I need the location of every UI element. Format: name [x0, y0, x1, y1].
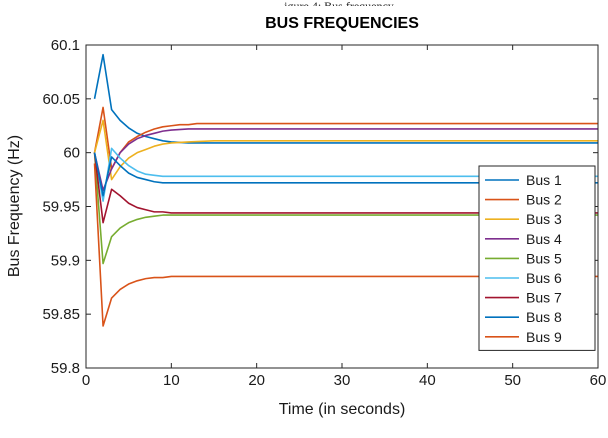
y-axis-title: Bus Frequency (Hz): [6, 135, 23, 277]
y-tick-label: 60.05: [42, 91, 80, 108]
x-tick-label: 10: [163, 372, 180, 389]
series-line-bus-3: [93, 119, 598, 181]
legend-label-bus-8: Bus 8: [526, 309, 562, 325]
x-tick-label: 50: [504, 372, 521, 389]
legend-label-bus-9: Bus 9: [526, 329, 562, 345]
legend-label-bus-3: Bus 3: [526, 211, 562, 227]
series-line-bus-8: [93, 152, 598, 197]
x-tick-label: 30: [334, 372, 351, 389]
axes-layer: 0 10 20 30 40 50 60 59.8 59.85 59.9 59.95 60 60.05 60…: [42, 37, 606, 389]
series-line-bus-9: [93, 163, 598, 327]
series-line-bus-4: [93, 128, 598, 192]
series-line-bus-1: [93, 53, 598, 144]
series-line-bus-7: [93, 152, 598, 224]
figure-caption-fragment: igure 4: Bus frequency: [150, 0, 528, 6]
series-line-bus-5: [93, 152, 598, 265]
series-layer: [93, 53, 598, 327]
chart-title: BUS FREQUENCIES: [265, 15, 419, 32]
legend-label-bus-4: Bus 4: [526, 231, 562, 247]
legend-label-bus-5: Bus 5: [526, 250, 562, 266]
y-tick-label: 59.85: [42, 306, 80, 323]
legend-label-bus-6: Bus 6: [526, 270, 562, 286]
series-line-bus-6: [93, 147, 598, 202]
y-tick-label: 59.8: [51, 360, 80, 377]
y-tick-label: 60: [63, 145, 80, 162]
legend: Bus 1 Bus 2 Bus 3 Bus 4 Bus 5 Bus 6 Bus 7 Bus 8…: [478, 165, 596, 351]
x-tick-label: 0: [82, 372, 90, 389]
x-tick-label: 60: [590, 372, 607, 389]
y-tick-label: 60.1: [51, 37, 80, 54]
y-tick-label: 59.95: [42, 199, 80, 216]
legend-label-bus-1: Bus 1: [526, 172, 562, 188]
legend-label-bus-2: Bus 2: [526, 192, 562, 208]
x-axis-title: Time (in seconds): [279, 401, 406, 418]
legend-label-bus-7: Bus 7: [526, 290, 562, 306]
x-tick-label: 40: [419, 372, 436, 389]
x-tick-label: 20: [248, 372, 265, 389]
y-tick-label: 59.9: [51, 252, 80, 269]
